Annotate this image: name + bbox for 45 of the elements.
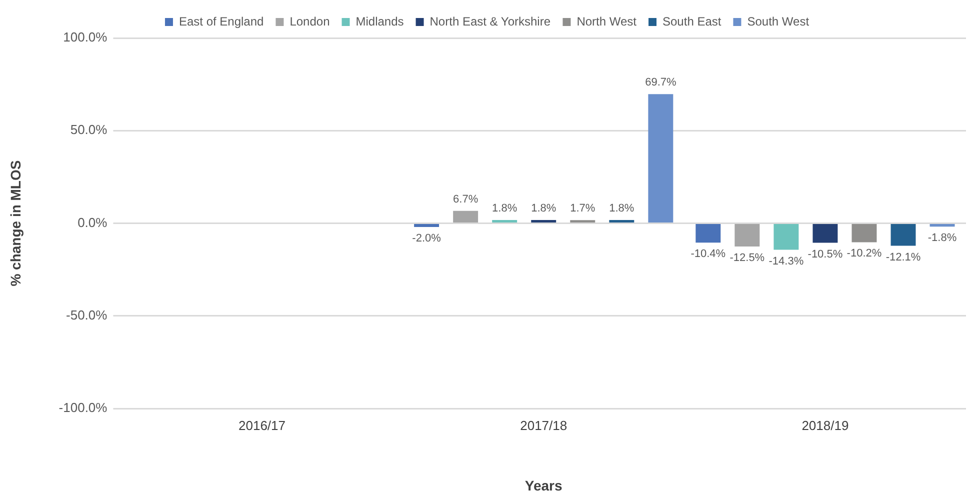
data-label: 1.8% [492, 202, 518, 214]
data-label: -10.4% [690, 248, 726, 260]
y-tick-label: 0.0% [78, 214, 108, 230]
bar [890, 224, 916, 246]
bar [570, 220, 596, 223]
bar [609, 220, 634, 223]
data-label: 1.8% [609, 202, 634, 214]
legend-label: London [290, 14, 330, 28]
y-tick-label: 50.0% [70, 122, 108, 138]
x-tick-label: 2016/17 [238, 418, 286, 433]
legend-label: East of England [178, 14, 264, 28]
y-tick-label: -50.0% [66, 308, 108, 323]
legend-label: North East & Yorkshire [430, 14, 551, 28]
y-tick-label: 100.0% [63, 30, 108, 45]
data-label: 6.7% [453, 193, 478, 206]
bar [930, 224, 955, 227]
legend-label: North West [576, 14, 638, 28]
data-label: -14.3% [768, 255, 804, 268]
data-label: 69.7% [645, 76, 676, 89]
bar [812, 224, 838, 243]
data-label: -10.5% [808, 248, 843, 260]
x-tick-label: 2018/19 [802, 418, 849, 433]
legend-label: Midlands [356, 14, 404, 28]
bar [414, 224, 440, 228]
bar [734, 224, 760, 246]
bar [492, 220, 518, 223]
data-label: -12.5% [730, 252, 765, 264]
data-label: -1.8% [928, 232, 957, 244]
data-label: 1.7% [570, 202, 596, 215]
x-tick-label: 2017/18 [520, 418, 568, 433]
bar [531, 220, 556, 223]
legend-label: South West [747, 14, 810, 28]
data-label: -10.2% [846, 248, 882, 260]
bar [648, 94, 674, 223]
data-label: -2.0% [412, 232, 442, 245]
bar [852, 224, 877, 242]
legend-label: South East [662, 14, 722, 28]
bar [774, 224, 799, 250]
y-tick-label: -100.0% [58, 400, 108, 416]
bar [696, 224, 721, 243]
x-axis-title: Years [524, 477, 563, 494]
data-label: -12.1% [886, 251, 921, 264]
bar [453, 210, 478, 223]
y-axis-title: % change in MLOS [7, 160, 24, 286]
data-label: 1.8% [531, 202, 556, 214]
